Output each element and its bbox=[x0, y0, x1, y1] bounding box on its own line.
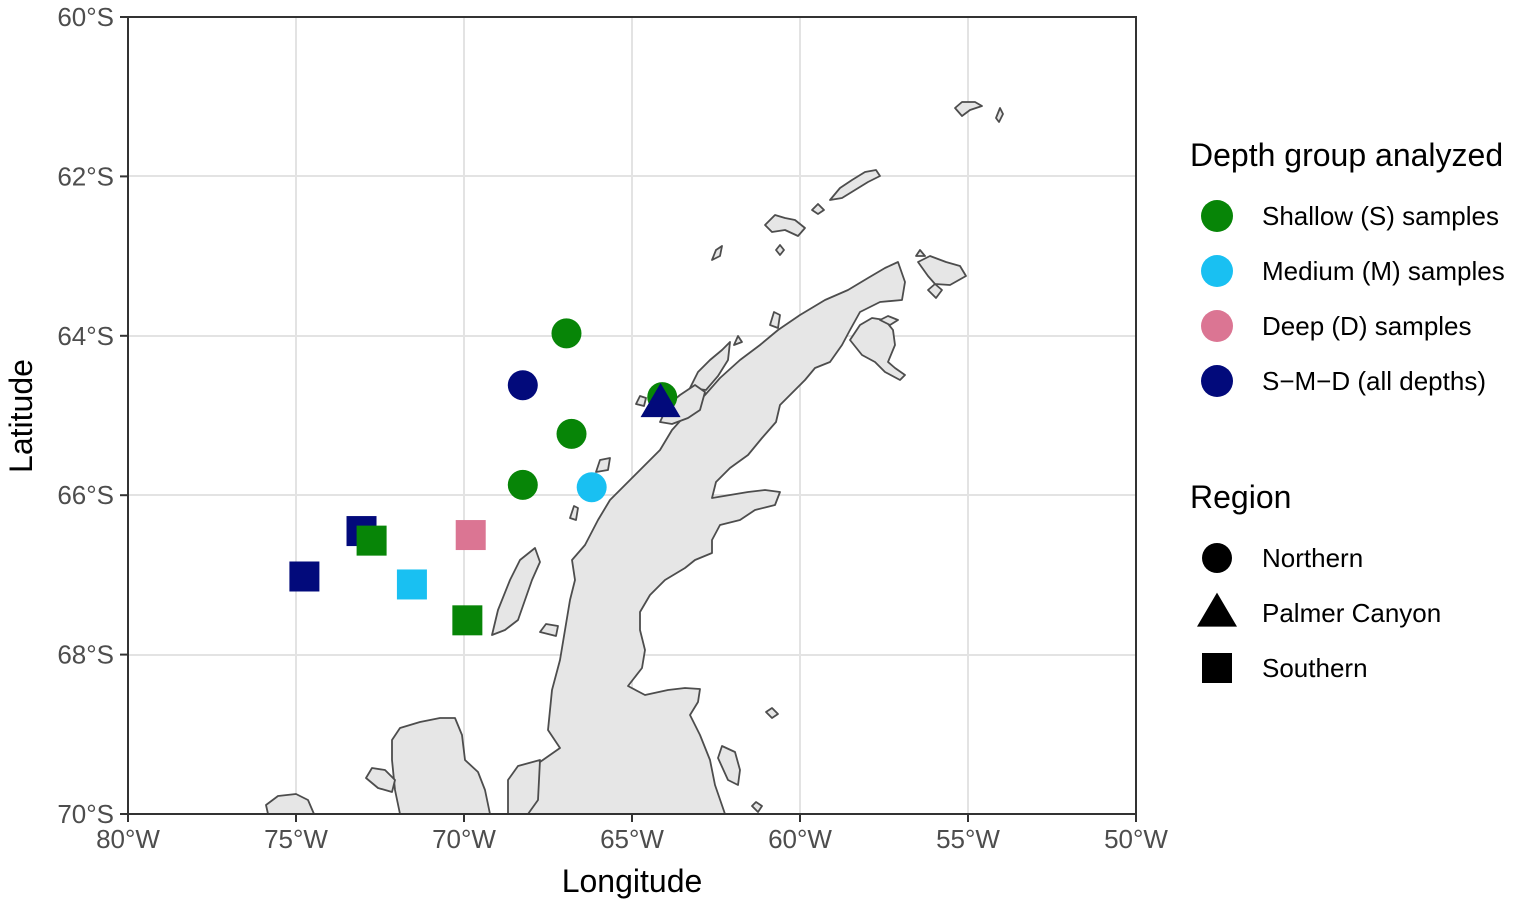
small-island-5 bbox=[717, 745, 741, 786]
y-tick-label: 68°S bbox=[57, 640, 114, 670]
elephant-island bbox=[917, 255, 967, 286]
sample-points bbox=[289, 318, 681, 636]
legend-label: Northern bbox=[1262, 543, 1363, 573]
adelaide-island bbox=[491, 547, 541, 636]
gibbs-island bbox=[915, 249, 926, 257]
small-island-3 bbox=[635, 395, 647, 407]
legend-title-depth: Depth group analyzed bbox=[1190, 137, 1503, 173]
legend-key-triangle bbox=[1197, 592, 1237, 627]
x-tick-label: 75°W bbox=[264, 824, 328, 854]
legend-region-items: Northern Palmer Canyon Southern bbox=[1197, 543, 1441, 683]
antarctic-peninsula bbox=[517, 261, 906, 815]
joinville-island bbox=[849, 317, 906, 381]
sample-point-square bbox=[455, 520, 486, 551]
legend-key-square bbox=[1202, 653, 1232, 683]
sample-point-square bbox=[452, 605, 483, 636]
x-tick-label: 55°W bbox=[936, 824, 1000, 854]
dundee-island bbox=[879, 315, 899, 326]
y-axis: 60°S 62°S 64°S 66°S 68°S 70°S bbox=[57, 2, 128, 829]
small-island-2 bbox=[539, 623, 559, 637]
gridlines bbox=[128, 17, 1136, 814]
brabant-island bbox=[689, 341, 731, 391]
sample-point-square bbox=[356, 525, 387, 556]
sample-point-circle bbox=[507, 370, 538, 401]
legend: Depth group analyzed Shallow (S) samples… bbox=[1190, 137, 1505, 683]
x-tick-label: 50°W bbox=[1104, 824, 1168, 854]
south-orkney-island bbox=[954, 101, 983, 117]
nelson-island bbox=[811, 203, 825, 215]
sample-point-triangle bbox=[640, 383, 681, 418]
small-island-7 bbox=[769, 311, 781, 329]
y-tick-label: 62°S bbox=[57, 161, 114, 191]
livingston-island bbox=[764, 214, 806, 237]
small-island-6 bbox=[751, 801, 763, 813]
king-george-island bbox=[829, 169, 881, 201]
sample-point-square bbox=[396, 569, 427, 600]
y-tick-label: 66°S bbox=[57, 480, 114, 510]
sample-point-circle bbox=[507, 469, 538, 500]
renaud-island bbox=[595, 457, 611, 473]
snow-island bbox=[775, 244, 785, 256]
x-tick-label: 80°W bbox=[96, 824, 160, 854]
legend-key-smd bbox=[1201, 365, 1233, 397]
legend-label: Deep (D) samples bbox=[1262, 311, 1472, 341]
small-island-1 bbox=[569, 505, 579, 521]
y-tick-label: 64°S bbox=[57, 321, 114, 351]
y-tick-label: 60°S bbox=[57, 2, 114, 32]
x-tick-label: 60°W bbox=[768, 824, 832, 854]
x-tick-label: 70°W bbox=[432, 824, 496, 854]
x-tick-label: 65°W bbox=[600, 824, 664, 854]
small-island-4 bbox=[765, 707, 779, 719]
legend-label: Southern bbox=[1262, 653, 1368, 683]
legend-depth-items: Shallow (S) samples Medium (M) samples Dee… bbox=[1201, 200, 1505, 397]
clarence-island bbox=[927, 283, 943, 299]
smith-island bbox=[711, 245, 723, 261]
x-axis: 80°W 75°W 70°W 65°W 60°W 55°W 50°W bbox=[96, 814, 1168, 854]
legend-label: Shallow (S) samples bbox=[1262, 201, 1499, 231]
legend-label: S−M−D (all depths) bbox=[1262, 366, 1486, 396]
y-tick-label: 70°S bbox=[57, 799, 114, 829]
charcot-island bbox=[365, 767, 396, 793]
legend-label: Medium (M) samples bbox=[1262, 256, 1505, 286]
legend-label: Palmer Canyon bbox=[1262, 598, 1441, 628]
sample-point-circle bbox=[576, 472, 607, 503]
x-axis-title: Longitude bbox=[562, 863, 703, 899]
legend-key-m bbox=[1201, 255, 1233, 287]
legend-key-d bbox=[1201, 310, 1233, 342]
y-axis-title: Latitude bbox=[3, 359, 39, 473]
alexander-island bbox=[391, 717, 491, 815]
sample-point-square bbox=[289, 561, 320, 592]
legend-key-circle bbox=[1202, 543, 1232, 573]
sample-point-circle bbox=[556, 418, 587, 449]
legend-key-s bbox=[1201, 200, 1233, 232]
coronation-island-east bbox=[995, 107, 1004, 123]
legend-title-region: Region bbox=[1190, 479, 1291, 515]
small-island-8 bbox=[733, 335, 743, 346]
sample-point-circle bbox=[551, 318, 582, 349]
